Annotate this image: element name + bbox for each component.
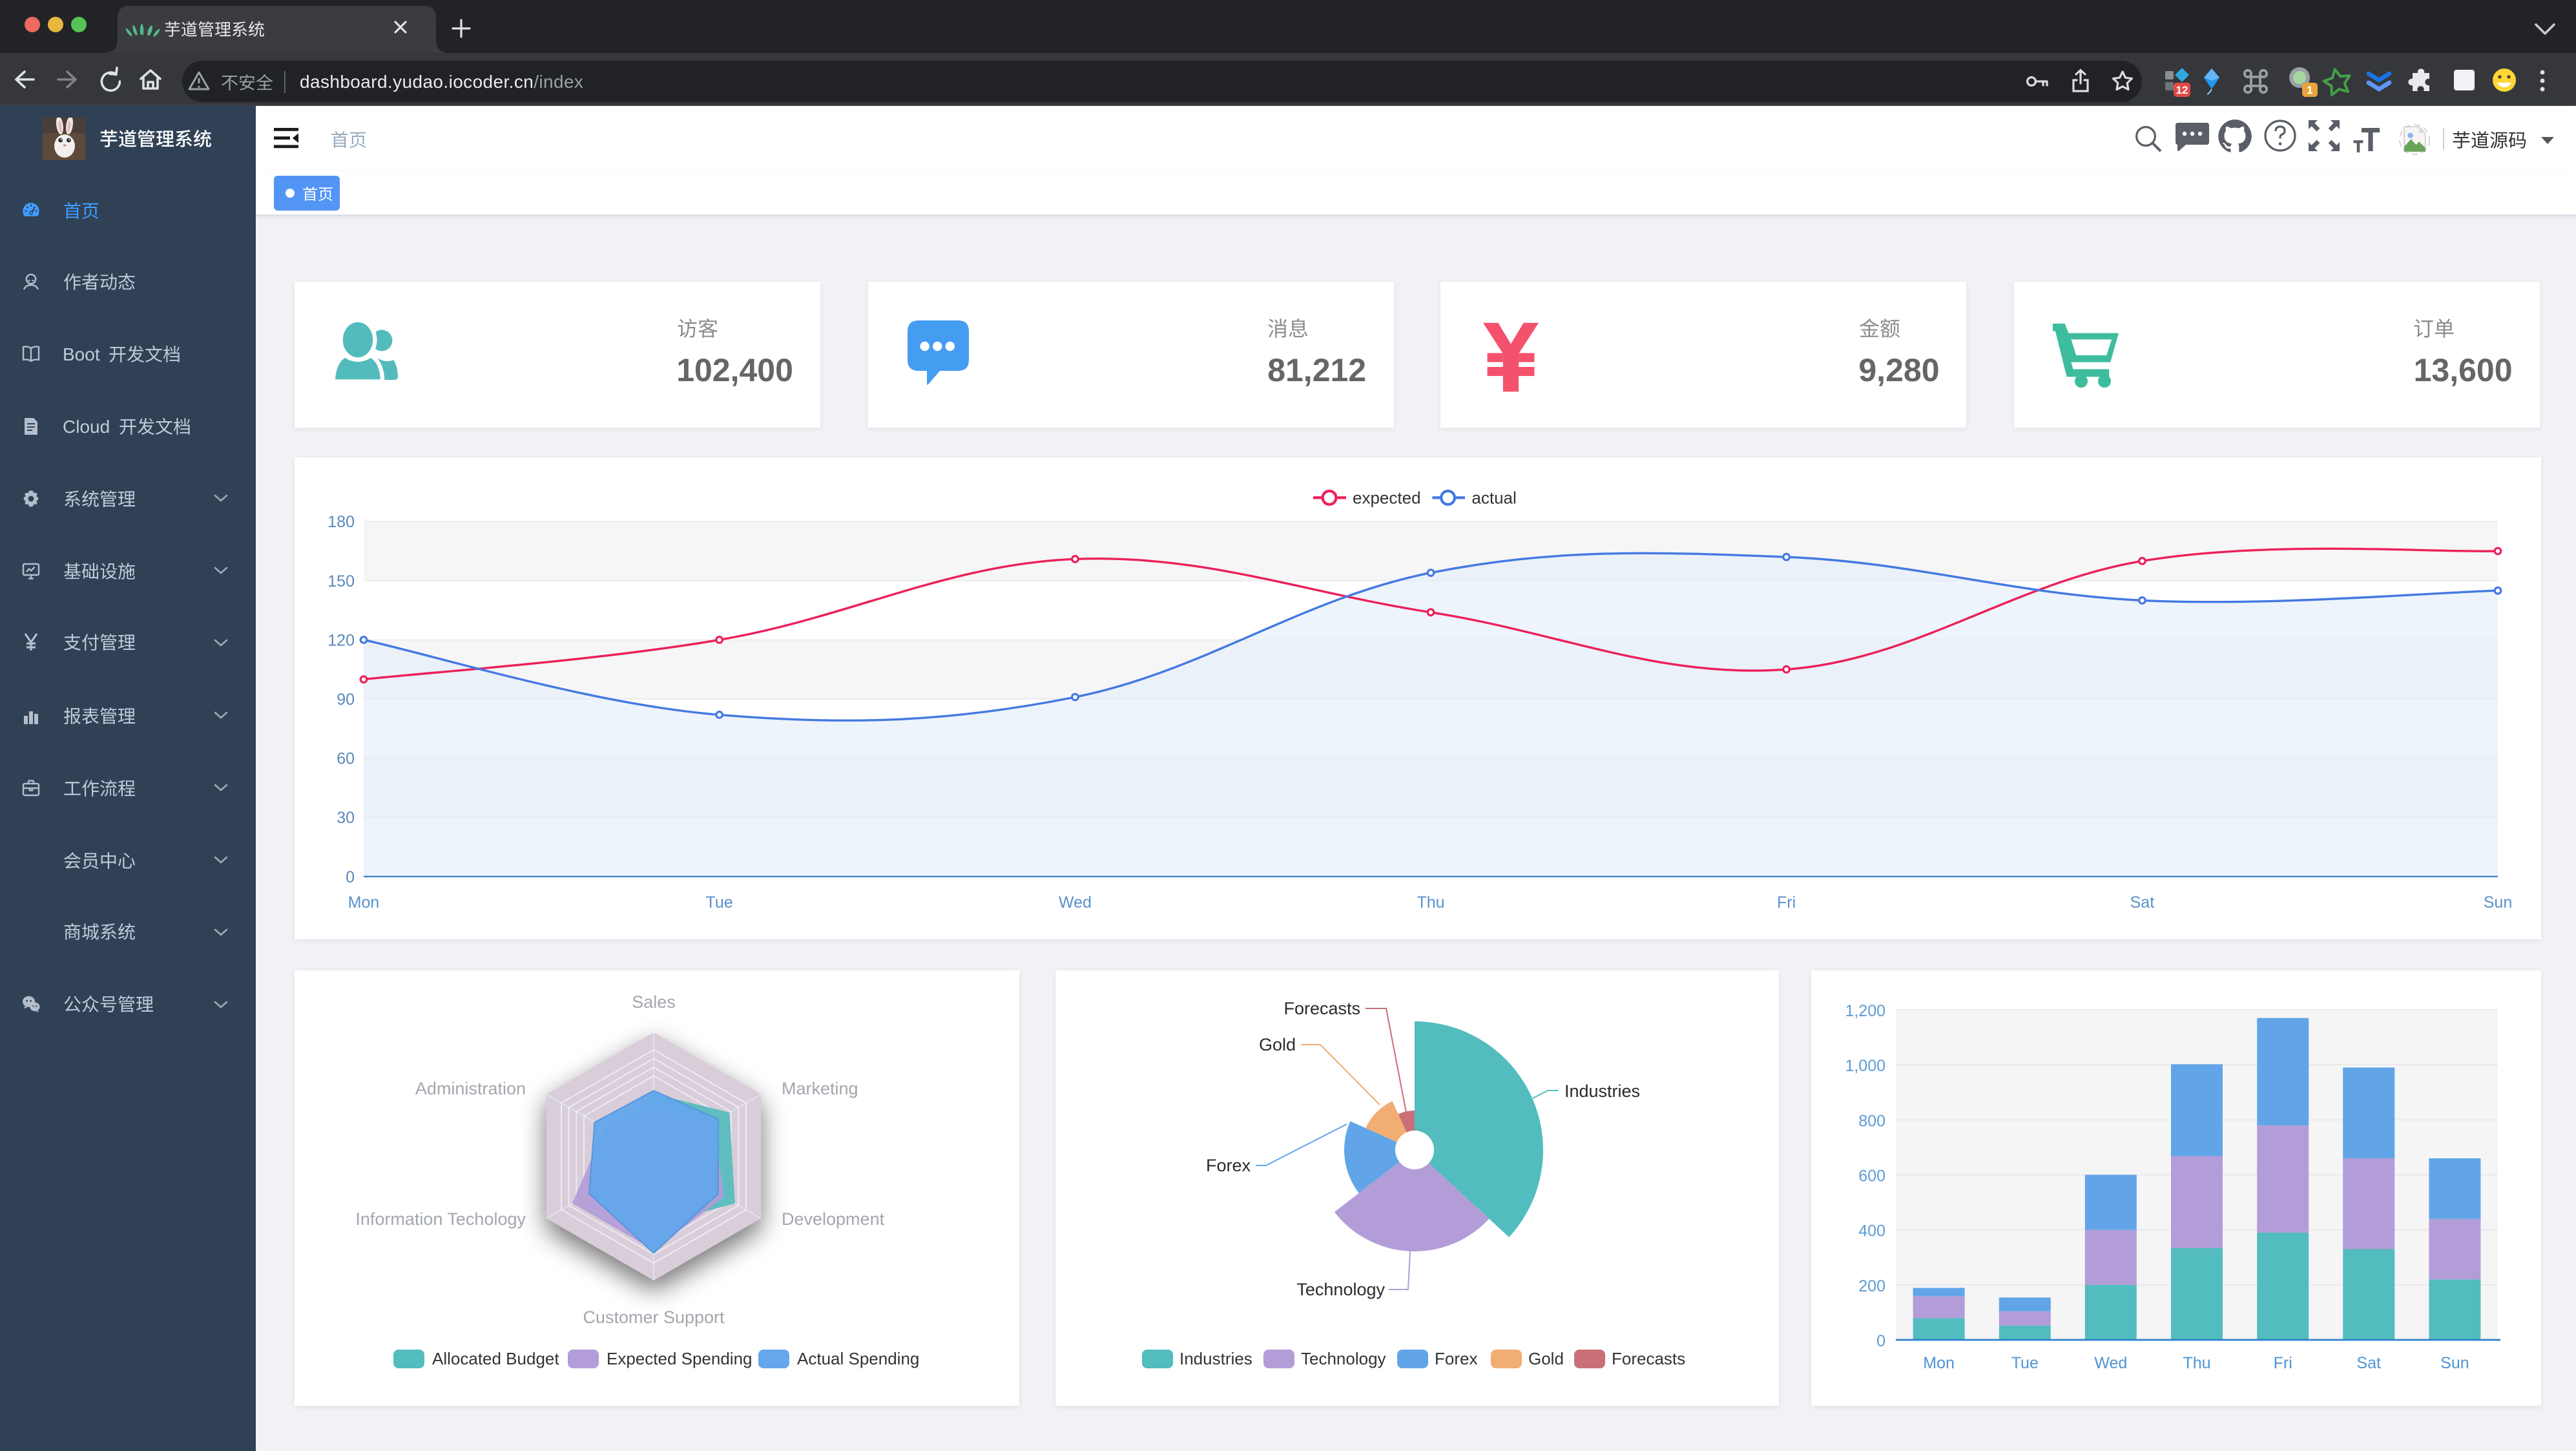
svg-text:1,200: 1,200 xyxy=(1844,1001,1885,1019)
svg-text:30: 30 xyxy=(337,809,355,827)
svg-text:Sun: Sun xyxy=(2440,1353,2468,1372)
svg-text:800: 800 xyxy=(1858,1111,1885,1129)
svg-text:150: 150 xyxy=(327,572,355,590)
svg-text:1,000: 1,000 xyxy=(1844,1056,1885,1074)
svg-text:Thu: Thu xyxy=(1417,893,1444,912)
svg-text:Information Techology: Information Techology xyxy=(355,1209,526,1228)
svg-text:Fri: Fri xyxy=(1777,893,1796,912)
svg-text:Expected Spending: Expected Spending xyxy=(607,1348,753,1368)
svg-text:actual: actual xyxy=(1471,488,1516,507)
svg-text:Thu: Thu xyxy=(2182,1353,2210,1372)
svg-text:1: 1 xyxy=(2307,84,2312,96)
svg-text:Customer Support: Customer Support xyxy=(583,1307,725,1326)
svg-text:200: 200 xyxy=(1858,1277,1885,1295)
svg-text:600: 600 xyxy=(1858,1166,1885,1184)
svg-text:Gold: Gold xyxy=(1258,1034,1295,1054)
svg-text:Industries: Industries xyxy=(1179,1348,1252,1368)
svg-text:expected: expected xyxy=(1353,488,1421,507)
svg-text:Fri: Fri xyxy=(2273,1353,2292,1372)
svg-text:0: 0 xyxy=(1876,1331,1885,1350)
svg-text:Gold: Gold xyxy=(1528,1348,1563,1368)
svg-text:Tue: Tue xyxy=(2011,1353,2038,1372)
svg-text:Sun: Sun xyxy=(2484,893,2512,912)
svg-text:Tue: Tue xyxy=(706,893,733,912)
svg-text:90: 90 xyxy=(337,691,355,709)
svg-text:120: 120 xyxy=(327,631,355,649)
svg-text:Actual Spending: Actual Spending xyxy=(797,1348,919,1368)
svg-text:Wed: Wed xyxy=(2093,1353,2126,1372)
svg-text:Wed: Wed xyxy=(1059,893,1092,912)
svg-text:Forecasts: Forecasts xyxy=(1283,998,1360,1018)
svg-text:Marketing: Marketing xyxy=(782,1078,858,1098)
svg-text:Administration: Administration xyxy=(415,1078,526,1098)
svg-text:Allocated Budget: Allocated Budget xyxy=(432,1348,559,1368)
svg-text:Forecasts: Forecasts xyxy=(1611,1348,1685,1368)
svg-text:400: 400 xyxy=(1858,1222,1885,1240)
svg-text:Sat: Sat xyxy=(2130,893,2155,912)
svg-text:12: 12 xyxy=(2176,84,2188,96)
svg-text:Industries: Industries xyxy=(1564,1081,1639,1100)
svg-text:Sales: Sales xyxy=(632,992,676,1011)
svg-text:Forex: Forex xyxy=(1205,1155,1251,1174)
svg-text:Development: Development xyxy=(782,1209,885,1228)
svg-text:Forex: Forex xyxy=(1434,1348,1477,1368)
svg-text:Sat: Sat xyxy=(2356,1353,2380,1372)
svg-text:0: 0 xyxy=(346,868,355,886)
svg-text:Mon: Mon xyxy=(1922,1353,1954,1372)
svg-text:60: 60 xyxy=(337,750,355,768)
svg-text:180: 180 xyxy=(327,513,355,531)
svg-text:Mon: Mon xyxy=(348,893,380,912)
svg-text:Technology: Technology xyxy=(1300,1348,1386,1368)
svg-text:Technology: Technology xyxy=(1296,1279,1384,1299)
